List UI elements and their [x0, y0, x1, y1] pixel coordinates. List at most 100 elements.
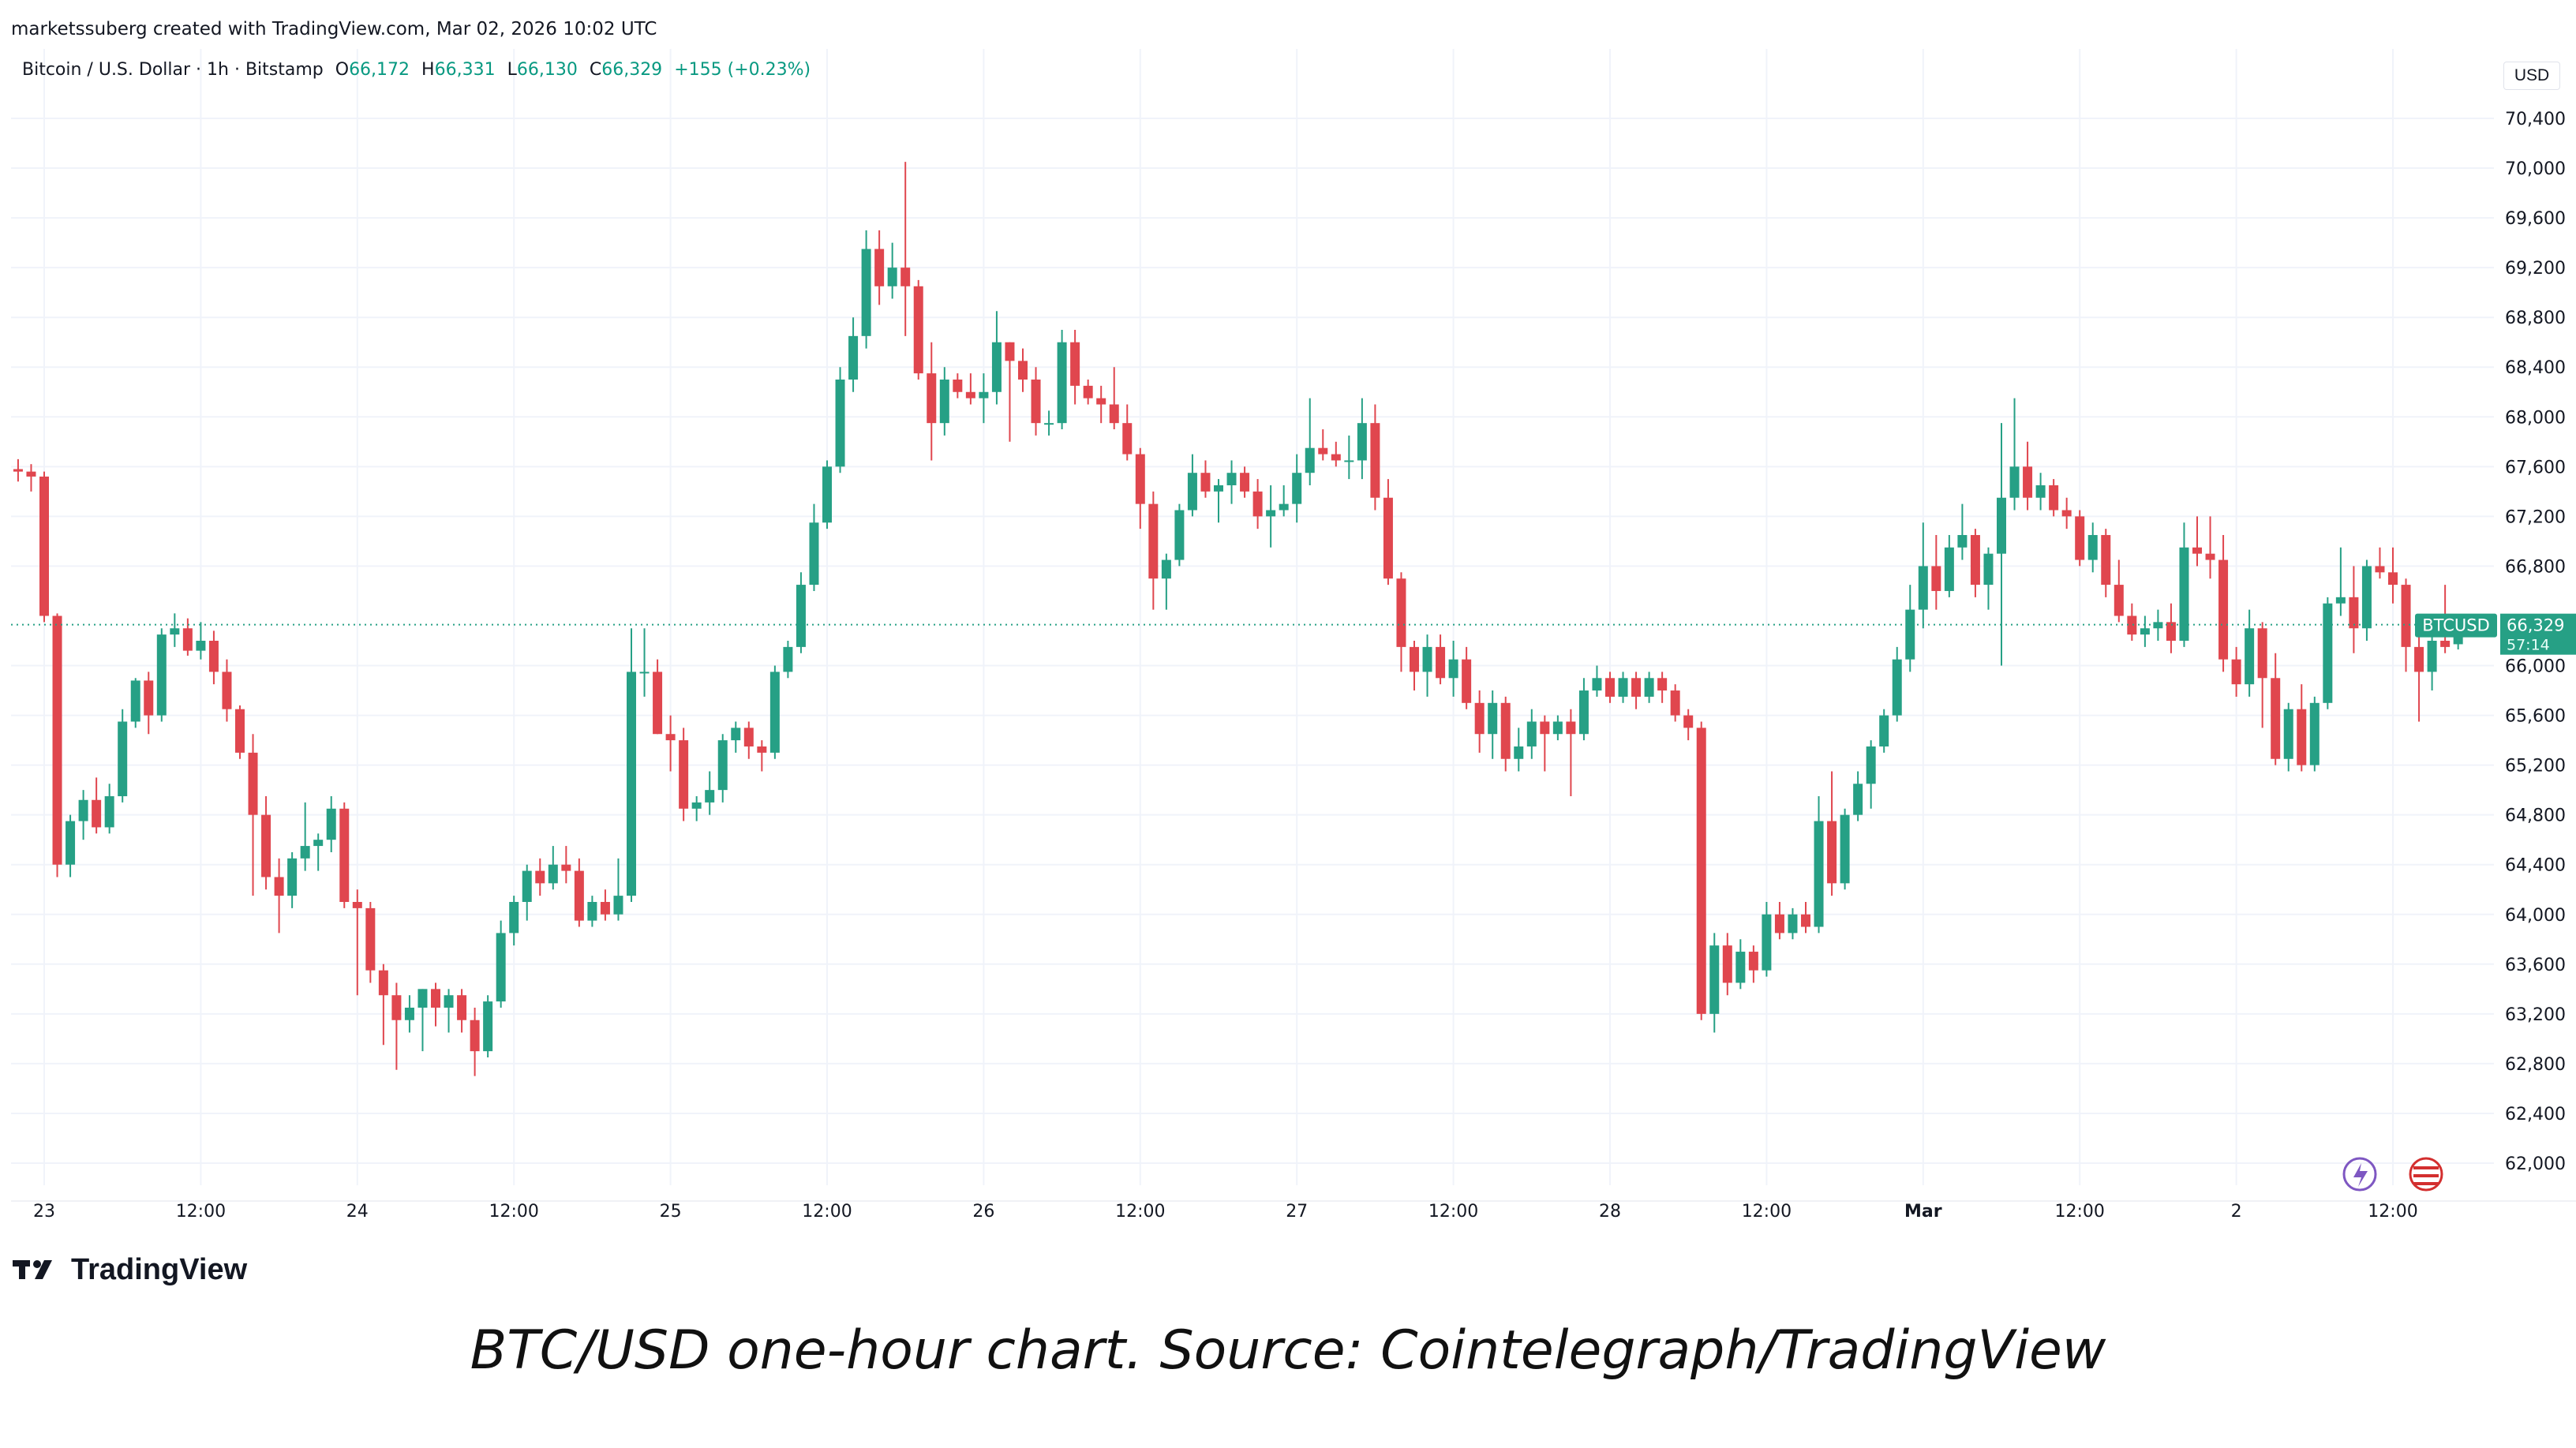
- candle-body: [1357, 423, 1367, 461]
- candle-body: [391, 995, 402, 1020]
- candle-body: [2101, 535, 2111, 586]
- candle-body: [208, 641, 219, 672]
- candle-body: [653, 672, 663, 735]
- candle-body: [822, 466, 832, 523]
- candle-body: [2283, 709, 2293, 759]
- candle-body: [78, 799, 88, 821]
- tradingview-wordmark: TradingView: [71, 1253, 248, 1286]
- candle-body: [39, 476, 49, 616]
- candle-body: [627, 672, 636, 896]
- candle-body: [1957, 535, 1968, 548]
- candle-body: [2323, 603, 2333, 703]
- candle-body: [1044, 423, 1054, 425]
- candle-body: [1644, 678, 1654, 697]
- candle-body: [796, 585, 806, 647]
- last-price-tag: [2500, 613, 2576, 655]
- candle-body: [939, 380, 949, 424]
- close-label: C: [589, 60, 602, 80]
- candle-body: [1788, 914, 1798, 934]
- candle-body: [848, 335, 859, 380]
- candle-body: [2375, 566, 2385, 573]
- candle-body: [444, 995, 454, 1008]
- price-tick-label: 62,400: [2505, 1105, 2566, 1124]
- price-tick-label: 65,200: [2505, 757, 2566, 776]
- candle-body: [470, 1020, 480, 1052]
- candle-body: [731, 728, 741, 741]
- time-tick-label: 12:00: [2054, 1202, 2104, 1222]
- candle-body: [1879, 715, 1889, 746]
- price-tick-label: 63,200: [2505, 1005, 2566, 1025]
- time-tick-label: 12:00: [489, 1202, 538, 1222]
- candle-body: [66, 821, 76, 865]
- candle-body: [2335, 597, 2346, 604]
- candle-body: [1905, 609, 1915, 660]
- high-label: H: [421, 60, 435, 80]
- candle-body: [2309, 702, 2320, 765]
- candle-body: [1774, 914, 1784, 934]
- candle-body: [404, 1007, 414, 1020]
- candle-body: [274, 877, 284, 896]
- candle-body: [365, 907, 376, 971]
- candle-body: [2179, 547, 2189, 641]
- high-value: 66,331: [434, 60, 496, 80]
- candle-body: [561, 864, 571, 871]
- candle-body: [1436, 646, 1446, 679]
- candle-body: [1892, 659, 1902, 716]
- candle-body: [287, 858, 298, 896]
- candle-body: [769, 672, 780, 753]
- candle-body: [1670, 690, 1680, 716]
- price-tick-label: 69,600: [2505, 209, 2566, 229]
- candle-body: [1514, 746, 1524, 759]
- ohlc-legend: Bitcoin / U.S. Dollar · 1h · Bitstamp O6…: [22, 60, 817, 80]
- candle-body: [2023, 466, 2033, 498]
- time-tick-label: 12:00: [802, 1202, 852, 1222]
- price-tick-label: 66,000: [2505, 657, 2566, 677]
- open-value: 66,172: [349, 60, 410, 80]
- candle-body: [2049, 485, 2059, 511]
- price-tick-label: 70,400: [2505, 110, 2566, 129]
- time-tick-label: 26: [972, 1202, 994, 1222]
- currency-button[interactable]: USD: [2503, 62, 2560, 90]
- candle-body: [182, 628, 193, 651]
- candle-body: [1266, 510, 1276, 517]
- lightning-icon[interactable]: [2342, 1157, 2377, 1192]
- candle-body: [1344, 460, 1354, 462]
- candle-body: [52, 615, 62, 865]
- candle-body: [1331, 454, 1341, 461]
- candle-body: [1305, 447, 1315, 473]
- candle-body: [1488, 702, 1498, 735]
- candle-body: [1762, 914, 1772, 971]
- candle-body: [679, 740, 689, 809]
- candle-body: [861, 249, 871, 336]
- candle-body: [196, 641, 206, 651]
- candle-body: [2297, 709, 2307, 765]
- candle-body: [717, 740, 728, 791]
- candle-body: [613, 896, 623, 915]
- low-label: L: [507, 60, 517, 80]
- candle-body: [496, 933, 506, 1002]
- low-value: 66,130: [516, 60, 578, 80]
- candle-body: [378, 970, 388, 996]
- candle-body: [457, 995, 467, 1020]
- candle-body: [1631, 678, 1642, 697]
- candle-body: [1735, 952, 1746, 983]
- lightning-bolt-icon: [2353, 1163, 2368, 1187]
- symbol-description: Bitcoin / U.S. Dollar · 1h · Bitstamp: [22, 60, 324, 80]
- time-tick-label: 12:00: [1115, 1202, 1165, 1222]
- candle-body: [2061, 510, 2072, 517]
- change-value: +155 (+0.23%): [674, 60, 811, 80]
- candle-body: [2140, 628, 2150, 635]
- price-chart[interactable]: 70,400 70,000 69,600 69,200 68,800 68,400 68,0…: [0, 49, 2576, 1233]
- candle-body: [705, 790, 715, 803]
- candle-body: [144, 680, 154, 716]
- candle-body: [300, 846, 310, 859]
- candle-body: [1005, 342, 1015, 361]
- flag-stripe-icon: [2413, 1174, 2439, 1177]
- time-tick-label: 12:00: [1428, 1202, 1478, 1222]
- candle-body: [691, 802, 702, 809]
- candle-body: [809, 522, 819, 586]
- candle-body: [1592, 678, 1602, 691]
- price-tick-label: 62,000: [2505, 1154, 2566, 1174]
- time-tick-label: Mar: [1904, 1202, 1942, 1222]
- candle-body: [783, 646, 793, 672]
